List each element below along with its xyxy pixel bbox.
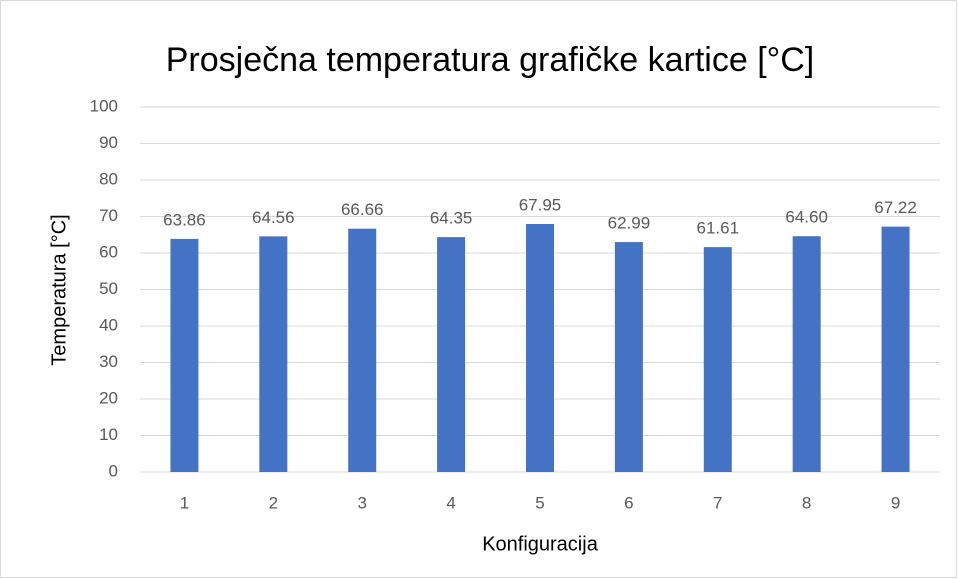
bar <box>437 237 466 472</box>
data-label: 64.56 <box>252 208 295 227</box>
y-tick-label: 70 <box>99 206 118 225</box>
bar <box>526 223 554 472</box>
data-label: 62.99 <box>608 214 651 233</box>
y-tick-label: 60 <box>99 242 118 261</box>
x-tick-label: 7 <box>713 493 722 512</box>
y-tick-label: 0 <box>109 461 118 480</box>
y-tick-label: 100 <box>90 96 118 115</box>
bar <box>703 247 732 472</box>
bar <box>881 226 910 472</box>
y-tick-label: 20 <box>99 388 118 407</box>
data-label: 67.95 <box>519 195 562 214</box>
y-tick-label: 80 <box>99 169 118 188</box>
x-tick-label: 4 <box>446 493 455 512</box>
x-tick-label: 5 <box>535 493 544 512</box>
bar <box>792 236 821 472</box>
data-label: 66.66 <box>341 200 384 219</box>
data-label: 64.35 <box>430 209 473 228</box>
y-tick-label: 90 <box>99 133 118 152</box>
chart-title: Prosječna temperatura grafičke kartice [… <box>166 41 815 79</box>
data-label: 67.22 <box>874 198 917 217</box>
y-tick-label: 50 <box>99 279 118 298</box>
x-tick-label: 2 <box>269 493 278 512</box>
bar <box>614 242 643 472</box>
x-tick-label: 1 <box>180 493 189 512</box>
data-label: 61.61 <box>697 219 740 238</box>
y-tick-label: 40 <box>99 315 118 334</box>
data-label: 63.86 <box>163 210 206 229</box>
y-tick-label: 30 <box>99 352 118 371</box>
x-tick-label: 6 <box>624 493 633 512</box>
y-axis-label: Temperatura [°C] <box>48 214 70 365</box>
y-tick-label: 10 <box>99 425 118 444</box>
bar <box>348 228 377 472</box>
x-tick-label: 3 <box>357 493 366 512</box>
bar <box>170 238 199 472</box>
bar <box>259 236 288 472</box>
x-tick-label: 9 <box>891 493 900 512</box>
data-label: 64.60 <box>785 208 828 227</box>
x-axis-label: Konfiguracija <box>482 533 599 555</box>
x-tick-label: 8 <box>802 493 811 512</box>
